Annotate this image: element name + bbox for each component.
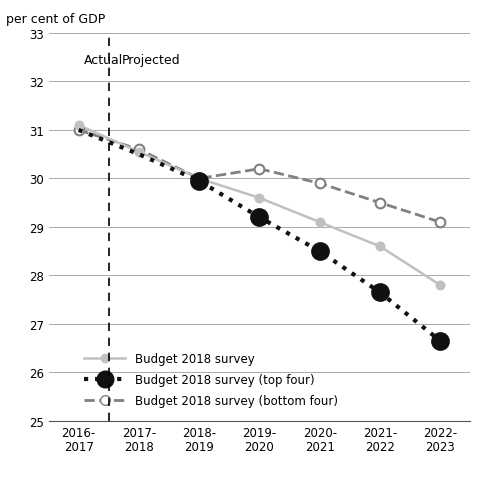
Text: per cent of GDP: per cent of GDP — [6, 13, 106, 26]
Text: Projected: Projected — [122, 54, 181, 67]
Text: Actual: Actual — [83, 54, 122, 67]
Legend: Budget 2018 survey, Budget 2018 survey (top four), Budget 2018 survey (bottom fo: Budget 2018 survey, Budget 2018 survey (… — [84, 352, 337, 408]
